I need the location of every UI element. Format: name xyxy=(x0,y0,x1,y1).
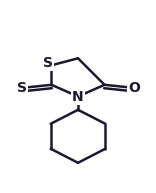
Text: S: S xyxy=(17,81,27,95)
Text: S: S xyxy=(43,56,53,70)
Text: O: O xyxy=(128,81,140,95)
Text: N: N xyxy=(72,90,84,104)
